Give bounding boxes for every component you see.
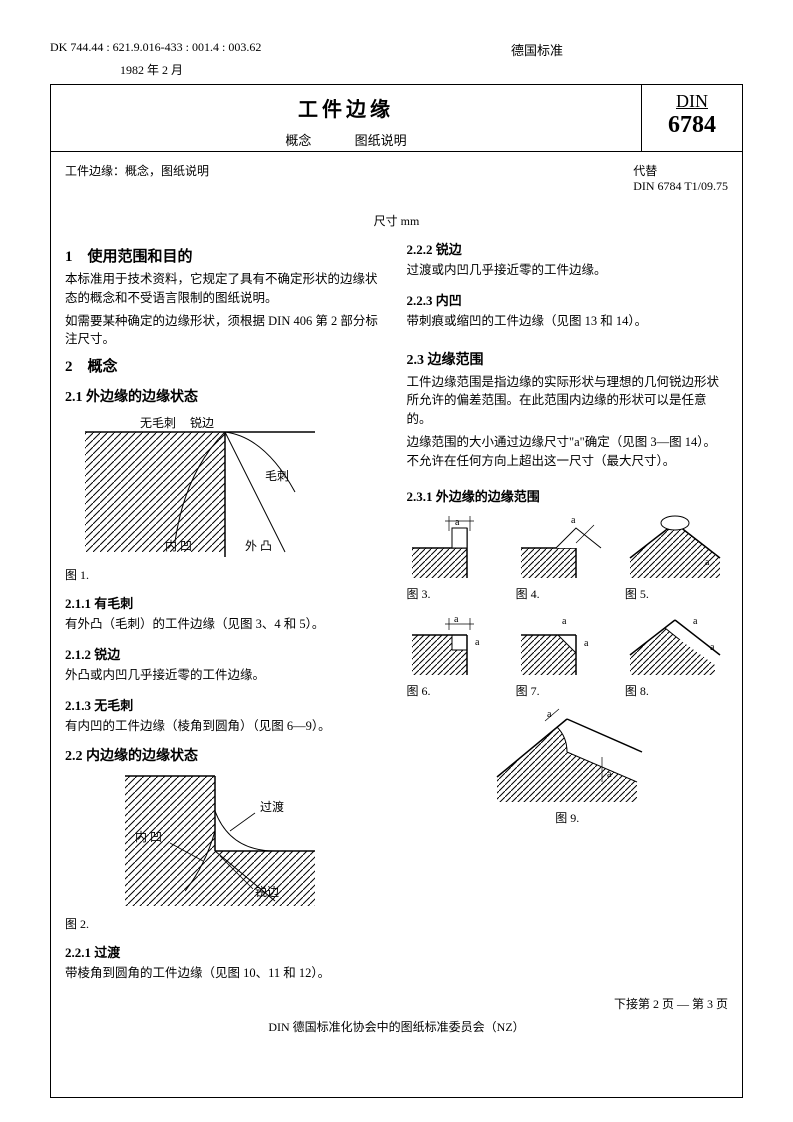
figure-8: a a 图 8. xyxy=(625,610,728,699)
section-211-p: 有外凸（毛刺）的工件边缘（见图 3、4 和 5）。 xyxy=(65,615,387,634)
section-213-p: 有内凹的工件边缘（棱角到圆角）（见图 6—9）。 xyxy=(65,717,387,736)
title-right: DIN 6784 xyxy=(642,85,742,151)
svg-text:毛刺: 毛刺 xyxy=(265,469,289,483)
sub-header: 工件边缘：概念，图纸说明 代替 DIN 6784 T1/09.75 xyxy=(65,162,728,194)
dimension-note: 尺寸 mm xyxy=(65,212,728,229)
svg-text:外 凸: 外 凸 xyxy=(245,539,272,553)
figure-9: a a 图 9. xyxy=(487,707,647,826)
fig-row-2: a a 图 6. a xyxy=(407,610,729,699)
section-211-title: 2.1.1 有毛刺 xyxy=(65,593,387,612)
fig-row-1: a 图 3. a xyxy=(407,513,729,602)
title-box: 工件边缘 概念 图纸说明 DIN 6784 xyxy=(50,84,743,152)
figure-3: a 图 3. xyxy=(407,513,510,602)
section-221-title: 2.2.1 过渡 xyxy=(65,942,387,961)
fig1-label: 图 1. xyxy=(65,566,387,583)
section-222-p: 过渡或内凹几乎接近零的工件边缘。 xyxy=(407,261,729,280)
section-2-title: 2 概念 xyxy=(65,355,387,376)
svg-text:a: a xyxy=(705,557,710,568)
section-1-p1: 本标准用于技术资料，它规定了具有不确定形状的边缘状态的概念和不受语言限制的图纸说… xyxy=(65,270,387,308)
right-column: 2.2.2 锐边 过渡或内凹几乎接近零的工件边缘。 2.2.3 内凹 带刺痕或缩… xyxy=(407,239,729,987)
header-date: 1982 年 2 月 xyxy=(120,61,743,78)
footer-committee: DIN 德国标准化协会中的图纸标准委员会（NZ） xyxy=(65,1018,728,1035)
figure-4: a 图 4. xyxy=(516,513,619,602)
header-line: DK 744.44 : 621.9.016-433 : 001.4 : 003.… xyxy=(50,40,743,59)
columns: 1 使用范围和目的 本标准用于技术资料，它规定了具有不确定形状的边缘状态的概念和… xyxy=(65,239,728,987)
figure-7: a a 图 7. xyxy=(516,610,619,699)
title-left: 工件边缘 概念 图纸说明 xyxy=(51,85,642,151)
sub-header-right: 代替 DIN 6784 T1/09.75 xyxy=(633,162,728,194)
svg-text:a: a xyxy=(571,515,576,526)
svg-text:a: a xyxy=(584,638,589,649)
figure-5: a 图 5. xyxy=(625,513,728,602)
sub-header-left: 工件边缘：概念，图纸说明 xyxy=(65,162,209,194)
section-212-title: 2.1.2 锐边 xyxy=(65,644,387,663)
header-country: 德国标准 xyxy=(511,40,563,59)
title-sub: 概念 图纸说明 xyxy=(51,130,641,149)
svg-text:过渡: 过渡 xyxy=(260,799,284,814)
svg-text:a: a xyxy=(710,642,715,653)
svg-text:a: a xyxy=(693,616,698,627)
section-23-title: 2.3 边缘范围 xyxy=(407,349,729,369)
svg-text:无毛刺: 无毛刺 xyxy=(140,416,176,430)
section-231-title: 2.3.1 外边缘的边缘范围 xyxy=(407,486,729,505)
section-223-p: 带刺痕或缩凹的工件边缘（见图 13 和 14）。 xyxy=(407,312,729,331)
section-223-title: 2.2.3 内凹 xyxy=(407,290,729,309)
din-number: 6784 xyxy=(642,112,742,139)
svg-text:a: a xyxy=(455,517,460,528)
title-main: 工件边缘 xyxy=(51,93,641,122)
header-code: DK 744.44 : 621.9.016-433 : 001.4 : 003.… xyxy=(50,40,261,59)
svg-text:锐边: 锐边 xyxy=(190,416,214,430)
svg-text:a: a xyxy=(475,637,480,648)
left-column: 1 使用范围和目的 本标准用于技术资料，它规定了具有不确定形状的边缘状态的概念和… xyxy=(65,239,387,987)
svg-text:内 凹: 内 凹 xyxy=(165,539,192,553)
page-continuation: 下接第 2 页 — 第 3 页 xyxy=(65,995,728,1012)
content-body: 工件边缘：概念，图纸说明 代替 DIN 6784 T1/09.75 尺寸 mm … xyxy=(50,152,743,1098)
section-222-title: 2.2.2 锐边 xyxy=(407,239,729,258)
section-23-p1: 工件边缘范围是指边缘的实际形状与理想的几何锐边形状所允许的偏差范围。在此范围内边… xyxy=(407,373,729,429)
fig2-label: 图 2. xyxy=(65,915,387,932)
figure-2: 过渡 内 凹 锐边 图 2. xyxy=(65,771,387,932)
section-22-title: 2.2 内边缘的边缘状态 xyxy=(65,745,387,765)
section-21-title: 2.1 外边缘的边缘状态 xyxy=(65,386,387,406)
din-label: DIN xyxy=(642,91,742,112)
svg-text:a: a xyxy=(454,614,459,625)
section-221-p: 带棱角到圆角的工件边缘（见图 10、11 和 12）。 xyxy=(65,964,387,983)
svg-text:a: a xyxy=(607,769,612,780)
section-1-title: 1 使用范围和目的 xyxy=(65,245,387,266)
svg-text:a: a xyxy=(562,616,567,627)
svg-text:锐边: 锐边 xyxy=(255,885,279,899)
section-1-p2: 如需要某种确定的边缘形状，须根据 DIN 406 第 2 部分标注尺寸。 xyxy=(65,312,387,350)
section-23-p2: 边缘范围的大小通过边缘尺寸"a"确定（见图 3—图 14）。不允许在任何方向上超… xyxy=(407,433,729,471)
title-sub2: 图纸说明 xyxy=(355,133,407,148)
title-sub1: 概念 xyxy=(285,133,311,148)
svg-text:内 凹: 内 凹 xyxy=(135,830,162,844)
figure-1: 无毛刺 锐边 毛刺 内 凹 外 凸 图 1. xyxy=(65,412,387,583)
section-212-p: 外凸或内凹几乎接近零的工件边缘。 xyxy=(65,666,387,685)
figure-6: a a 图 6. xyxy=(407,610,510,699)
section-213-title: 2.1.3 无毛刺 xyxy=(65,695,387,714)
fig-row-3: a a 图 9. xyxy=(407,707,729,826)
